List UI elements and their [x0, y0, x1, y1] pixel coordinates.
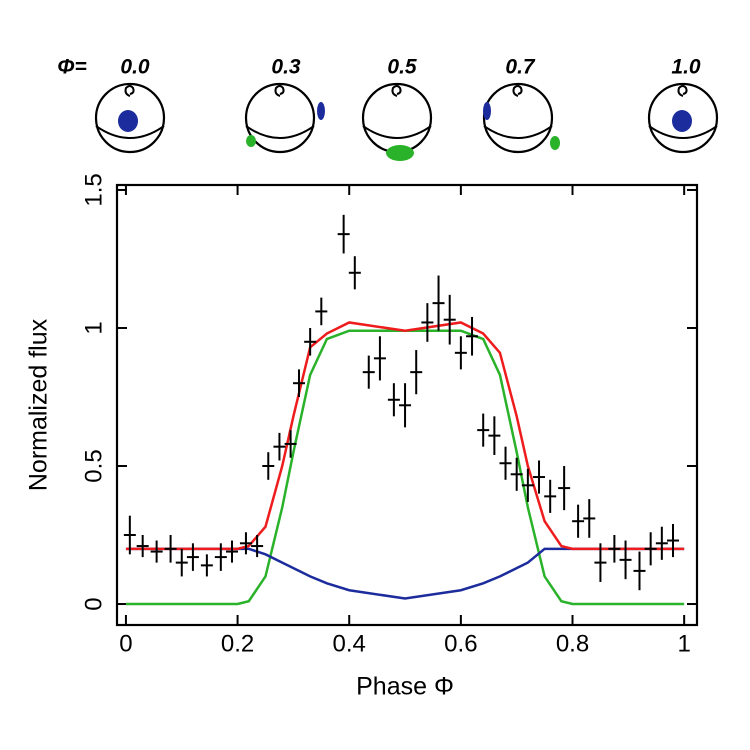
x-tick-label: 0.8 — [556, 630, 589, 657]
x-tick-label: 0.4 — [333, 630, 366, 657]
x-tick-label: 1 — [677, 630, 690, 657]
model-curve — [125, 547, 685, 600]
x-axis-label: Phase Φ — [356, 673, 454, 701]
phase-label: 0.3 — [271, 56, 301, 79]
x-tick-label: 0.6 — [444, 630, 477, 657]
model-curve — [125, 321, 685, 551]
sphere — [361, 82, 433, 161]
y-tick-label: 1 — [80, 321, 107, 334]
sphere — [647, 82, 719, 154]
phase-label: 0.0 — [120, 56, 150, 79]
phase-illustrations — [94, 82, 719, 161]
y-tick-label: 1.5 — [80, 173, 107, 206]
x-tick-label: 0 — [119, 630, 132, 657]
phase-label: 0.7 — [505, 56, 536, 79]
y-axis-label: Normalized flux — [25, 318, 53, 491]
x-tick-label: 0.2 — [221, 630, 254, 657]
sphere — [482, 82, 560, 154]
phase-label: 0.5 — [387, 56, 417, 79]
sphere — [94, 82, 166, 154]
y-tick-label: 0 — [80, 597, 107, 610]
plot-frame — [115, 183, 699, 627]
sphere — [244, 82, 325, 154]
phase-label: 1.0 — [671, 56, 701, 79]
phase-prefix: Φ= — [57, 56, 87, 79]
y-tick-label: 0.5 — [80, 449, 107, 482]
